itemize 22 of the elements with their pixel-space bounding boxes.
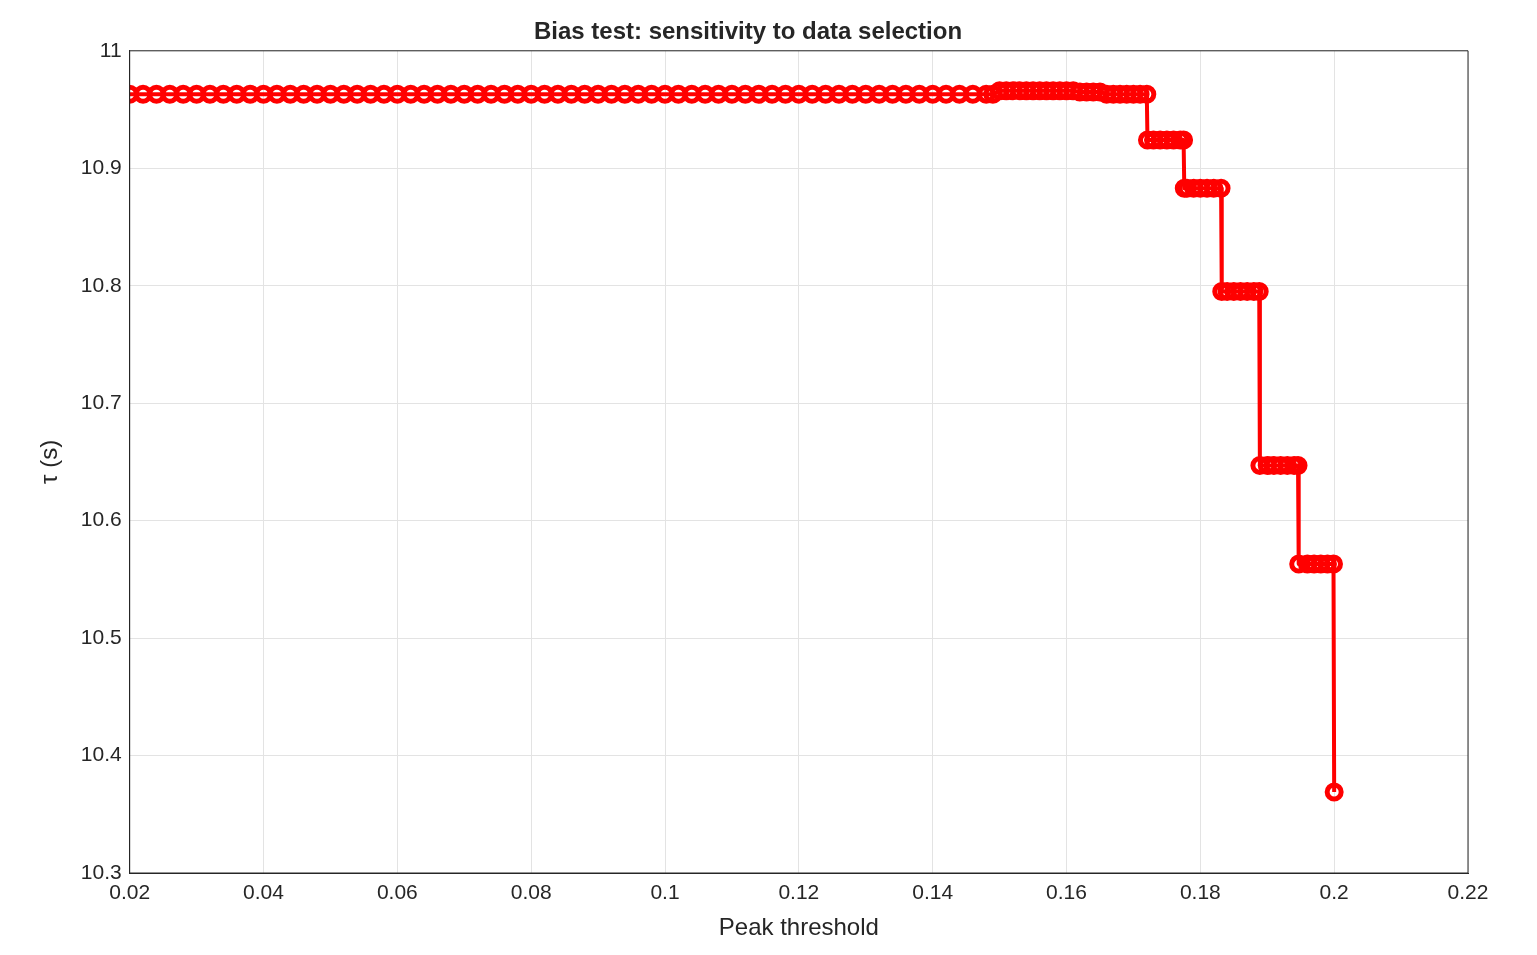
x-tick-label: 0.14 — [912, 880, 954, 904]
y-axis-title: τ (s) — [35, 439, 63, 484]
x-tick-label: 0.2 — [1319, 880, 1349, 904]
x-tick-label: 0.18 — [1179, 880, 1221, 904]
x-tick-label: 0.06 — [376, 880, 418, 904]
y-tick-label: 10.7 — [80, 389, 122, 413]
x-tick-label: 0.04 — [243, 880, 285, 904]
y-tick-label: 10.3 — [80, 859, 122, 883]
x-tick-label: 0.02 — [109, 880, 151, 904]
y-tick-label: 10.4 — [80, 742, 122, 766]
x-tick-label: 0.12 — [778, 880, 820, 904]
x-tick-label: 0.16 — [1046, 880, 1087, 904]
y-tick-label: 10.9 — [80, 155, 122, 179]
y-tick-label: 10.6 — [80, 507, 122, 531]
y-tick-label: 11 — [99, 37, 122, 61]
x-tick-label: 0.22 — [1447, 880, 1489, 904]
x-tick-label: 0.08 — [510, 880, 552, 904]
x-tick-label: 0.1 — [650, 880, 680, 904]
y-tick-label: 10.8 — [80, 272, 122, 296]
x-axis-title: Peak threshold — [718, 913, 879, 941]
y-tick-label: 10.5 — [80, 624, 122, 648]
chart-title: Bias test: sensitivity to data selection — [533, 17, 963, 45]
